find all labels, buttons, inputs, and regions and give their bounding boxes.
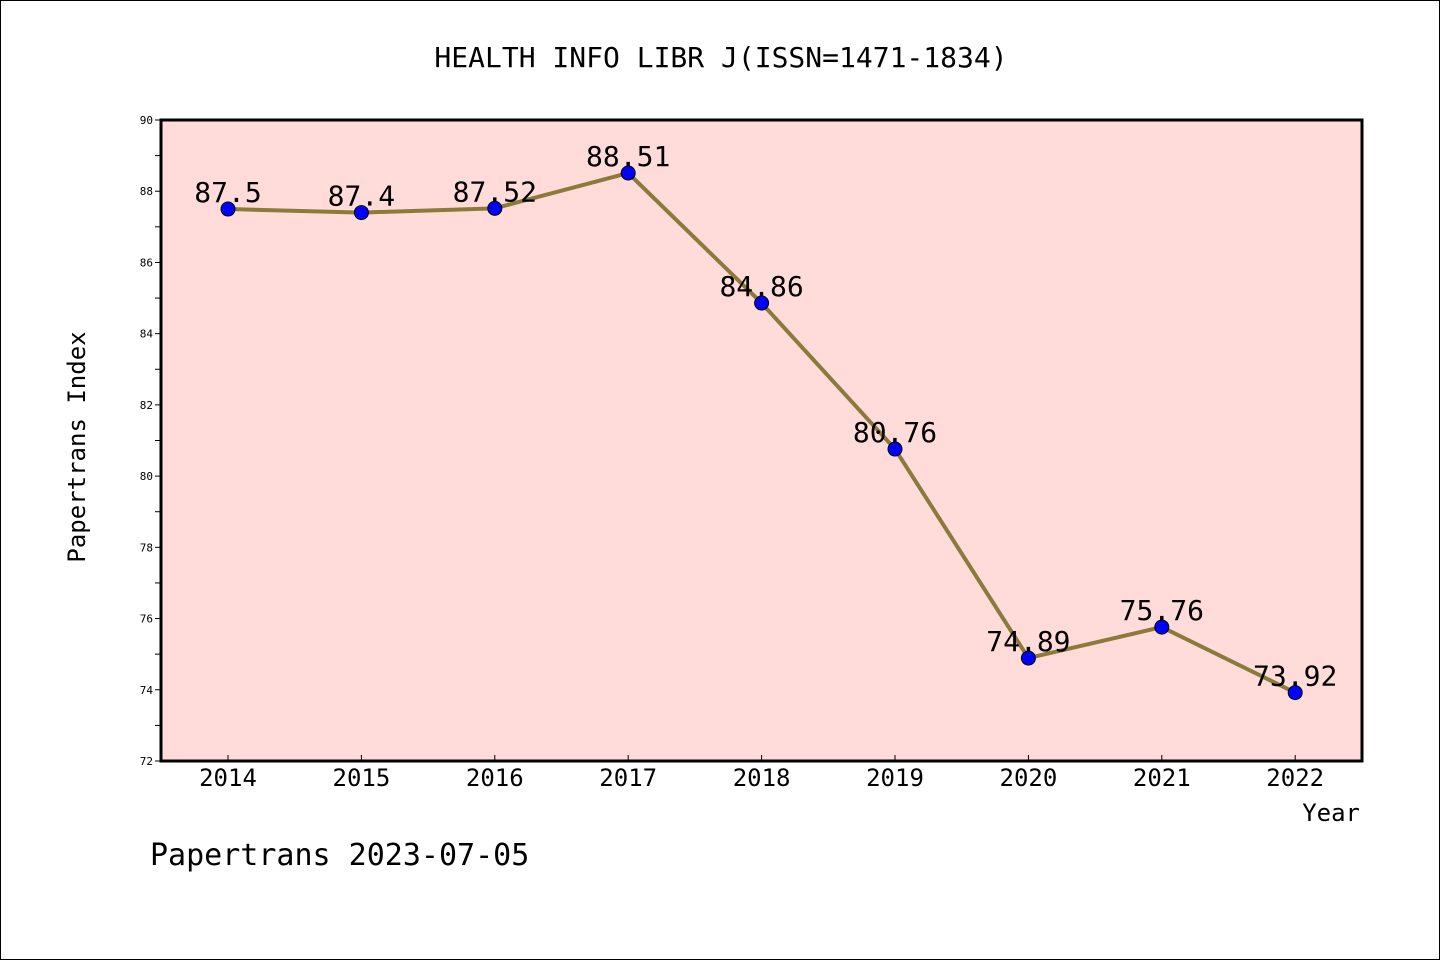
x-tick-label: 2019 [866, 764, 924, 792]
x-tick-label: 2015 [333, 764, 391, 792]
plot-area [159, 118, 1364, 763]
data-point-marker [220, 201, 236, 217]
x-axis-ticks: 2014 2015 2016 2017 2018 2019 2020 2021 2022 [199, 755, 1324, 792]
x-tick-label: 2022 [1266, 764, 1324, 792]
data-point-marker [620, 165, 636, 181]
data-point-marker [353, 205, 369, 221]
x-tick-label: 2017 [599, 764, 657, 792]
data-label: 88.51 [586, 140, 670, 173]
x-tick-label: 2021 [1133, 764, 1191, 792]
y-tick-label: 88 [140, 185, 153, 198]
data-label: 87.5 [194, 176, 261, 209]
y-tick-label: 80 [140, 470, 153, 483]
y-tick-label: 82 [140, 399, 153, 412]
series-markers [220, 165, 1303, 701]
data-point-marker [1154, 619, 1170, 635]
data-label: 73.92 [1253, 660, 1337, 693]
data-label: 80.76 [853, 416, 937, 449]
data-label: 84.86 [719, 270, 803, 303]
data-label: 74.89 [986, 625, 1070, 658]
data-labels: 87.5 87.4 87.52 88.51 84.86 80.76 74.89 75.76 73… [194, 140, 1337, 693]
watermark-text: Papertrans 2023-07-05 [150, 838, 529, 873]
y-tick-label: 74 [140, 684, 154, 697]
y-tick-label: 72 [140, 755, 153, 768]
x-tick-label: 2014 [199, 764, 257, 792]
x-axis-label: Year [1302, 799, 1360, 827]
data-label: 87.52 [453, 175, 537, 208]
y-axis-ticks: 72 74 76 78 80 82 84 86 88 90 [140, 114, 161, 768]
data-point-marker [887, 441, 903, 457]
data-point-marker [754, 295, 770, 311]
y-tick-label: 84 [140, 328, 154, 341]
y-tick-label: 90 [140, 114, 153, 127]
x-tick-label: 2018 [733, 764, 791, 792]
y-tick-label: 76 [140, 613, 153, 626]
data-point-marker [1287, 685, 1303, 701]
x-tick-label: 2020 [1000, 764, 1058, 792]
y-tick-label: 78 [140, 541, 153, 554]
y-axis-label: Papertrans Index [63, 331, 91, 562]
x-tick-label: 2016 [466, 764, 524, 792]
data-point-marker [487, 200, 503, 216]
data-label: 87.4 [328, 180, 395, 213]
y-tick-label: 86 [140, 256, 153, 269]
data-label: 75.76 [1120, 594, 1204, 627]
data-point-marker [1020, 650, 1036, 666]
chart-title: HEALTH INFO LIBR J(ISSN=1471-1834) [434, 41, 1007, 74]
